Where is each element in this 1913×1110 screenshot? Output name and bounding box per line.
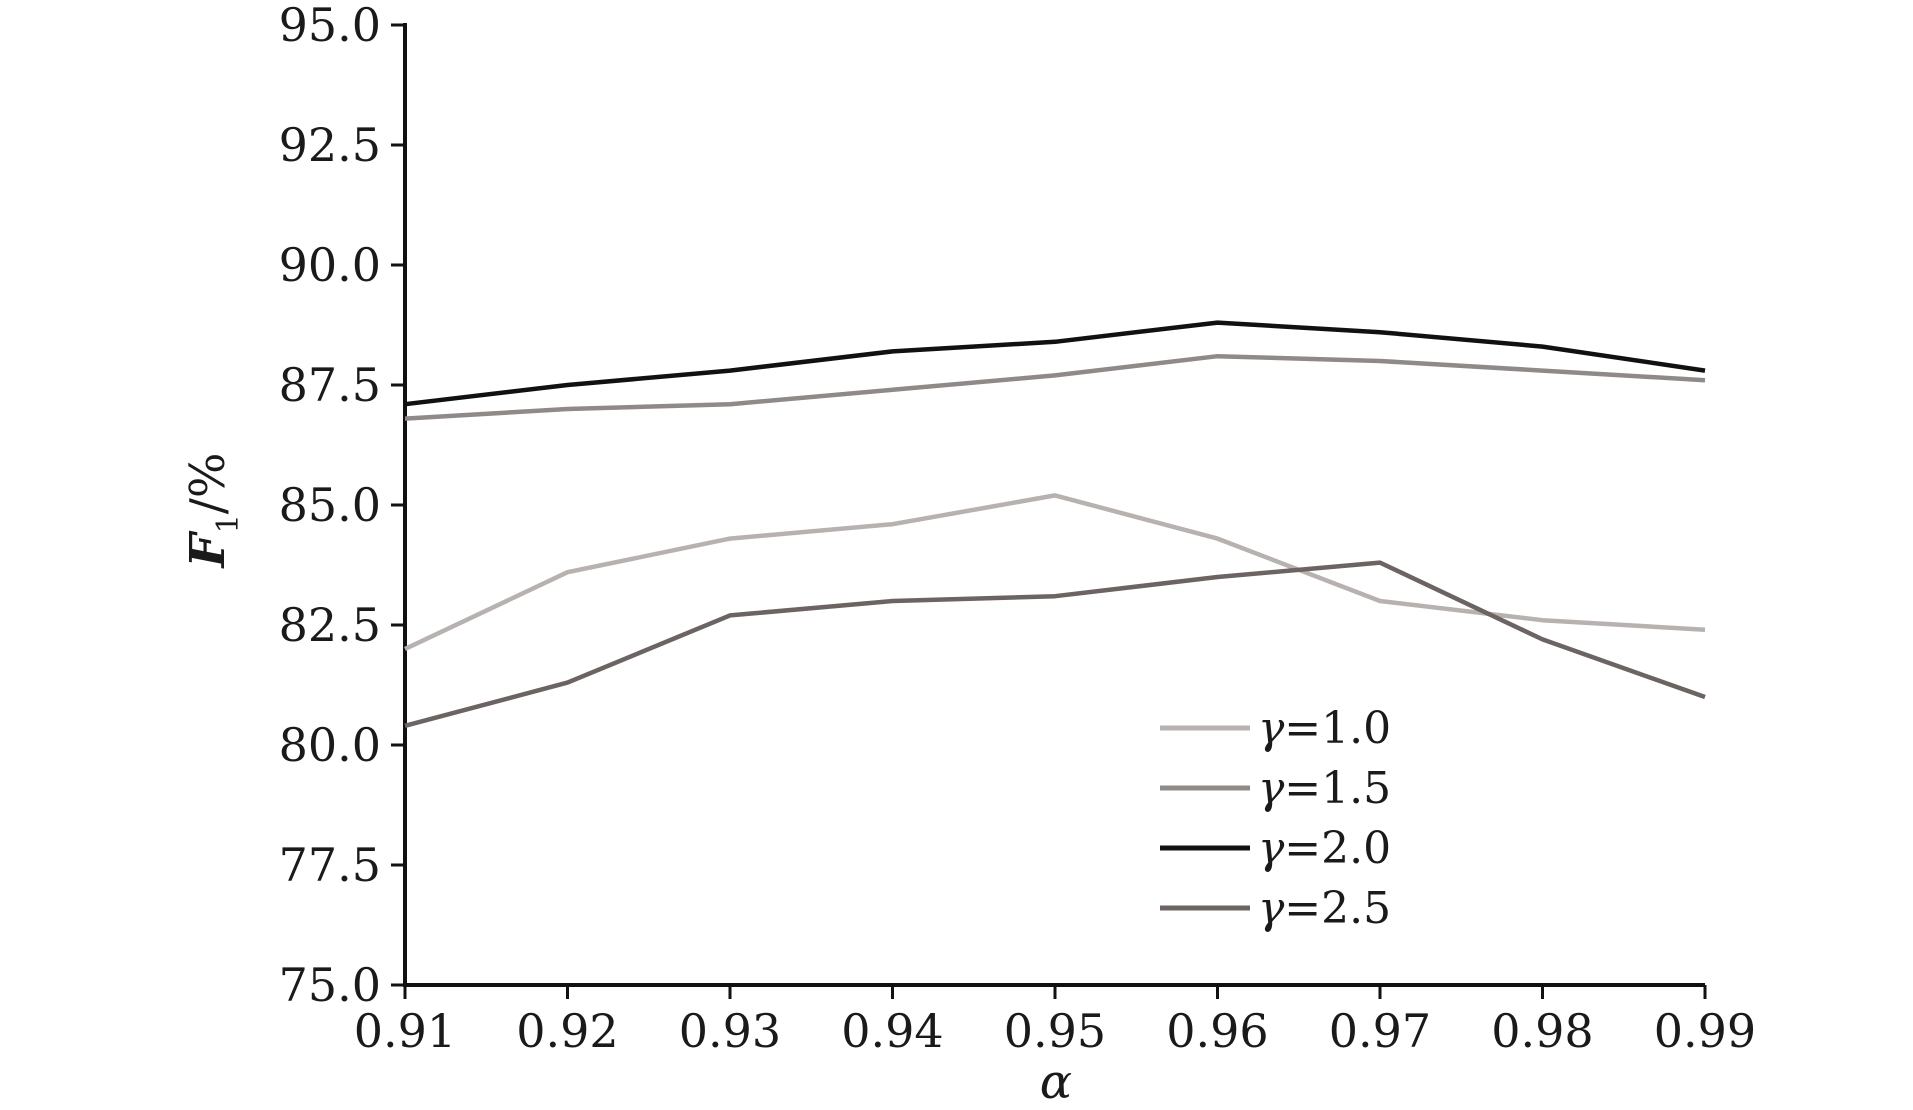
series-line-3 (404, 320, 1706, 407)
x-tick-label: 0.92 (516, 1004, 618, 1058)
y-axis-title-sub: 1 (211, 514, 246, 533)
y-tick-label: 90.0 (279, 238, 381, 292)
y-axis-ticks: 75.0 77.5 80.0 82.5 85.0 87.5 90.0 92.5 95.0 (279, 0, 405, 1012)
y-tick-label: 75.0 (279, 958, 381, 1012)
x-tick-label: 0.97 (1329, 1004, 1431, 1058)
legend-label-3: γ=2.0 (1258, 823, 1391, 874)
y-tick-label: 95.0 (279, 0, 381, 52)
legend: γ=1.0 γ=1.5 γ=2.0 γ=2.5 (1160, 703, 1391, 934)
y-axis-title-main: F (180, 530, 236, 569)
series-line-2 (404, 353, 1706, 421)
x-tick-label: 0.95 (1004, 1004, 1106, 1058)
y-tick-label: 85.0 (279, 478, 381, 532)
y-axis-title-suffix: /% (180, 453, 236, 515)
x-axis-title: α (1040, 1054, 1072, 1110)
x-tick-label: 0.93 (679, 1004, 781, 1058)
x-tick-label: 0.96 (1166, 1004, 1268, 1058)
x-tick-label: 0.94 (841, 1004, 943, 1058)
y-tick-label: 80.0 (279, 718, 381, 772)
legend-label-2: γ=1.5 (1258, 763, 1391, 814)
x-axis-ticks: 0.91 0.92 0.93 0.94 0.95 0.96 0.97 0.98 0.99 (354, 985, 1756, 1058)
x-tick-label: 0.99 (1654, 1004, 1756, 1058)
axes (403, 23, 1705, 987)
y-tick-label: 77.5 (279, 838, 381, 892)
series-line-4 (404, 560, 1706, 728)
legend-label-4: γ=2.5 (1258, 883, 1391, 934)
y-tick-label: 87.5 (279, 358, 381, 412)
svg-text:F1/%: F1/% (180, 453, 246, 570)
legend-label-1: γ=1.0 (1258, 703, 1391, 754)
series-lines (404, 320, 1706, 728)
x-tick-label: 0.98 (1491, 1004, 1593, 1058)
y-axis-title: F1/% (180, 453, 246, 570)
y-tick-label: 82.5 (279, 598, 381, 652)
x-tick-label: 0.91 (354, 1004, 456, 1058)
y-tick-label: 92.5 (279, 118, 381, 172)
